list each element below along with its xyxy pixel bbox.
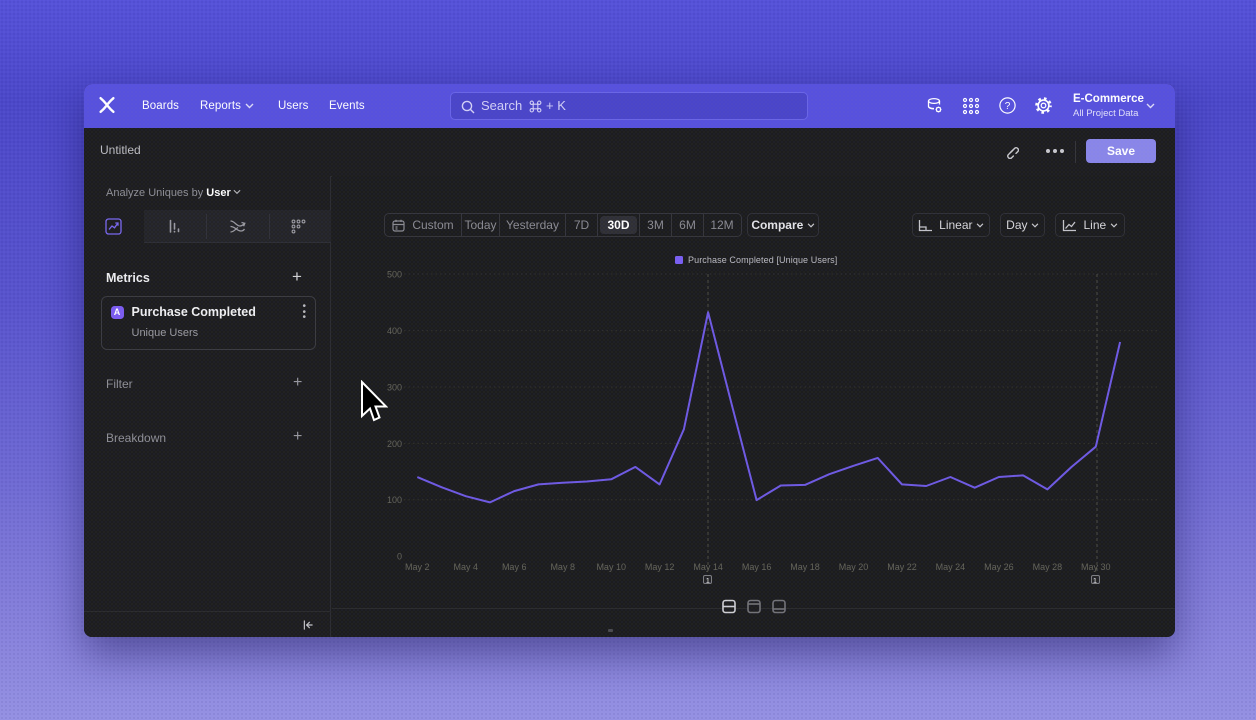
svg-text:May 24: May 24 — [936, 562, 966, 572]
svg-text:May 14: May 14 — [693, 562, 723, 572]
svg-text:May 8: May 8 — [550, 562, 575, 572]
svg-text:0: 0 — [397, 552, 402, 562]
svg-text:May 30: May 30 — [1081, 562, 1111, 572]
svg-text:May 6: May 6 — [502, 562, 527, 572]
svg-text:May 16: May 16 — [742, 562, 772, 572]
svg-text:May 26: May 26 — [984, 562, 1014, 572]
svg-text:May 28: May 28 — [1033, 562, 1063, 572]
svg-text:May 22: May 22 — [887, 562, 917, 572]
svg-text:May 10: May 10 — [596, 562, 626, 572]
svg-text:May 12: May 12 — [645, 562, 675, 572]
svg-text:May 2: May 2 — [405, 562, 430, 572]
svg-text:?: ? — [1005, 101, 1011, 112]
svg-text:100: 100 — [387, 495, 402, 505]
svg-text:200: 200 — [387, 439, 402, 449]
svg-text:May 18: May 18 — [790, 562, 820, 572]
svg-text:300: 300 — [387, 383, 402, 393]
svg-text:400: 400 — [387, 326, 402, 336]
svg-text:500: 500 — [387, 270, 402, 280]
svg-text:May 4: May 4 — [454, 562, 479, 572]
svg-text:May 20: May 20 — [839, 562, 869, 572]
